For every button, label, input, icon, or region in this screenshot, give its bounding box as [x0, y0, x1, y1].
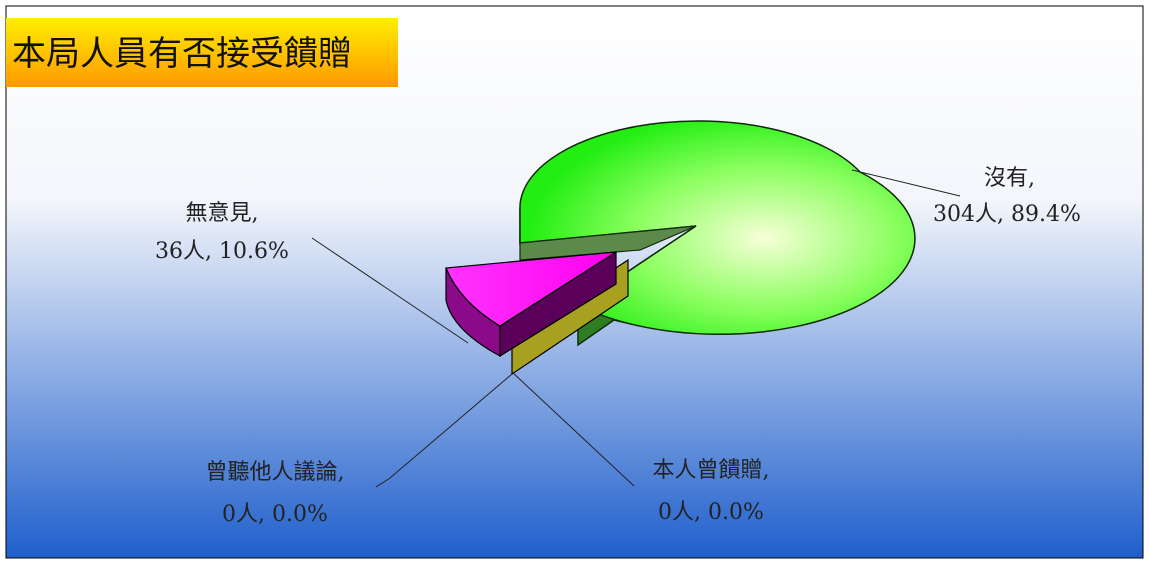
leader-line-magenta — [311, 237, 469, 344]
slice-green-inner — [519, 225, 697, 261]
label-magenta-value: 36人, 10.6% — [155, 239, 289, 264]
label-olive-name: 本人曾饋贈, — [652, 458, 769, 483]
label-green-value: 304人, 89.4% — [933, 202, 1081, 227]
label-teal-name: 曾聽他人議論, — [205, 460, 344, 485]
label-teal-value: 0人, 0.0% — [222, 502, 328, 527]
slice-magenta-top — [445, 251, 617, 327]
leader-line-green — [851, 169, 961, 197]
label-olive-value: 0人, 0.0% — [658, 500, 764, 525]
label-green-name: 沒有, — [984, 166, 1035, 191]
label-magenta-name: 無意見, — [185, 201, 258, 226]
leader-line-olive — [511, 371, 635, 487]
title-box — [6, 18, 398, 87]
leader-line-teal — [375, 373, 513, 488]
chart-title: 本局人員有否接受饋贈 — [12, 34, 352, 74]
